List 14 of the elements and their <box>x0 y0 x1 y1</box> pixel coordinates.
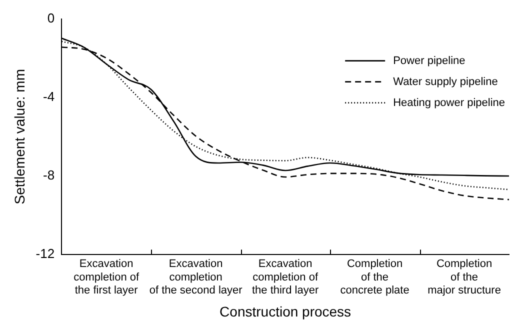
y-tick-label: -4 <box>43 88 55 104</box>
x-tick-label: Excavation completion of the second layer <box>149 258 243 297</box>
x-tick-label: Excavation completion of the first layer <box>74 258 140 297</box>
legend-label: Water supply pipeline <box>393 76 498 88</box>
y-tick-label: -12 <box>36 246 55 262</box>
x-axis-title: Construction process <box>220 303 352 320</box>
y-axis-title: Settlement value: mm <box>11 69 28 204</box>
x-tick-label: Completion of the major structure <box>428 258 501 297</box>
legend-label: Heating power pipeline <box>393 96 506 109</box>
y-tick-label: -8 <box>43 168 55 183</box>
legend-label: Power pipeline <box>393 54 466 67</box>
y-tick-label: 0 <box>47 10 55 26</box>
x-tick-label: Excavation completion of the third layer <box>252 258 319 297</box>
x-tick-label: Completion of the concrete plate <box>340 258 410 297</box>
